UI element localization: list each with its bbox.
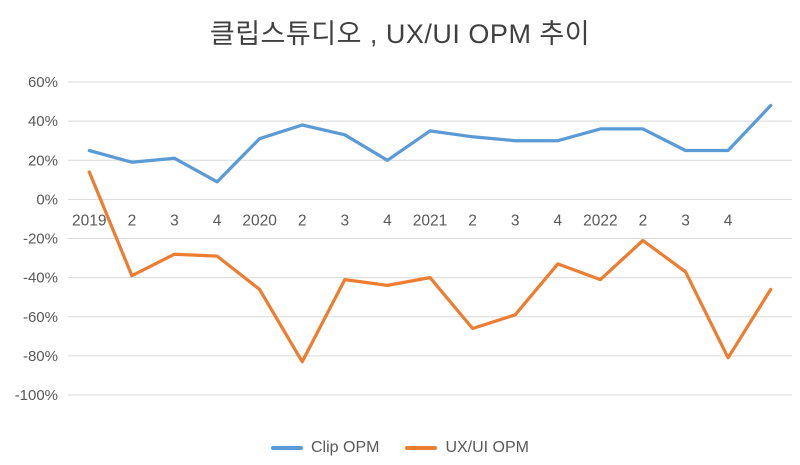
x-axis-labels: 2019 2 3 4 2020 2 3 4 2021 2 3 4 2022 2 3 4 [72,212,733,229]
y-axis-label: -60% [23,309,58,326]
y-axis-label: 0% [36,191,58,208]
legend-label-uxui-opm: UX/UI OPM [445,439,529,456]
series-line-clip-opm [87,103,773,184]
y-axis-label: 20% [28,152,58,169]
legend: Clip OPM UX/UI OPM [0,439,800,457]
legend-label-clip-opm: Clip OPM [310,439,380,456]
x-axis-label: 4 [553,212,562,229]
series-line-ux-ui-opm [87,170,773,364]
legend-item-clip-opm: Clip OPM [270,439,380,457]
chart-title: 클립스튜디오 , UX/UI OPM 추이 [209,19,591,49]
x-axis-label: 4 [724,212,733,229]
x-axis-label: 2 [639,212,648,229]
gridlines [68,81,792,396]
x-axis-label: 4 [213,212,222,229]
x-axis-label: 4 [383,212,392,229]
y-axis-label: 60% [28,74,58,91]
x-axis-label: 3 [170,212,179,229]
x-axis-label: 2 [298,212,307,229]
y-axis-label: -20% [23,231,58,248]
x-axis-label: 3 [341,212,350,229]
x-axis-label: 2019 [72,212,106,229]
x-axis-label: 3 [511,212,520,229]
x-axis-label: 2020 [242,212,277,229]
uxui-opm-line-swatch [405,446,438,450]
y-axis-labels: 60% 40% 20% 0% -20% -40% -60% -80% -100% [15,74,58,404]
y-axis-label: -40% [23,270,58,287]
clip-opm-line-swatch [270,446,303,450]
y-axis-label: -80% [23,348,58,365]
y-axis-label: 40% [28,113,58,130]
x-axis-label: 2 [128,212,137,229]
x-axis-label: 2 [468,212,477,229]
legend-item-uxui-opm: UX/UI OPM [405,439,529,457]
x-axis-label: 2022 [583,212,617,229]
y-axis-label: -100% [15,387,58,404]
x-axis-label: 3 [681,212,690,229]
x-axis-label: 2021 [413,212,447,229]
